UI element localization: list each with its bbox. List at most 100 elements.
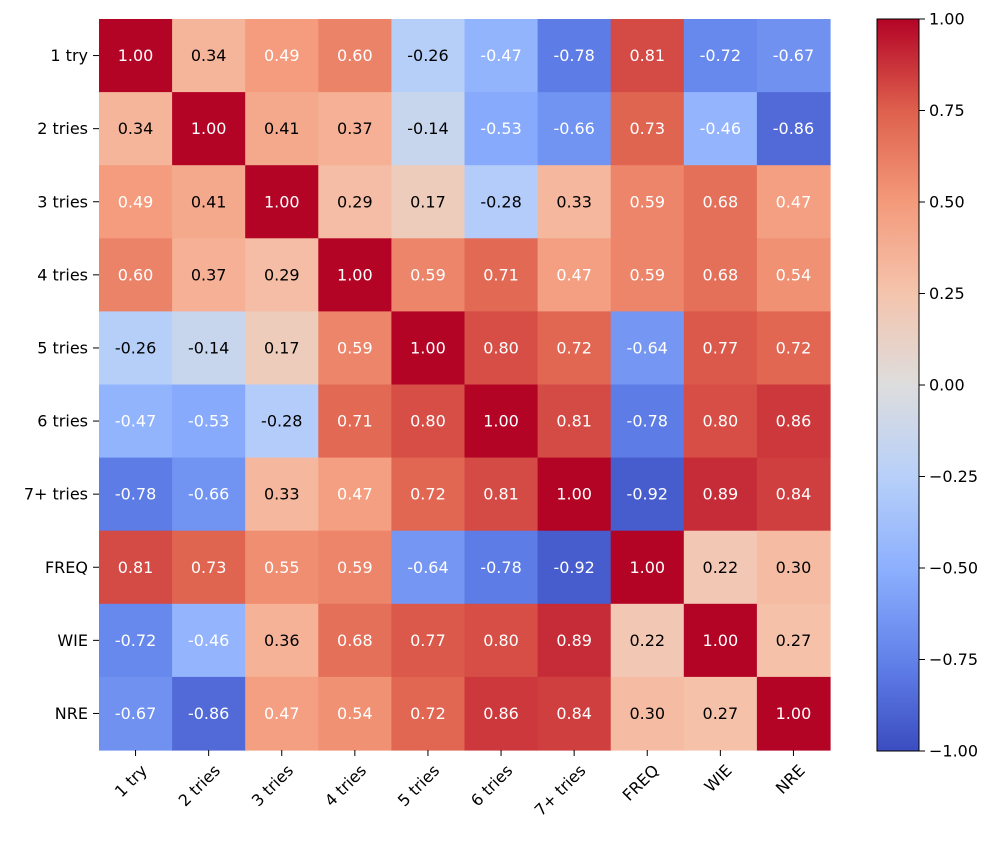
heatmap-cell (318, 457, 392, 532)
cell-value-label: 0.73 (191, 558, 227, 577)
heatmap-cell (318, 165, 392, 239)
heatmap-cell (683, 384, 758, 459)
heatmap-cell (464, 457, 539, 532)
y-tick-label: 5 tries (37, 338, 88, 357)
heatmap-cell (391, 92, 466, 166)
heatmap-cell (537, 603, 612, 678)
cell-value-label: 0.68 (703, 265, 739, 284)
heatmap-cell (610, 457, 685, 532)
heatmap-cell (245, 384, 319, 459)
heatmap-cell (245, 165, 319, 239)
cell-value-label: 1.00 (410, 338, 446, 357)
heatmap-cell (610, 603, 685, 678)
cell-value-label: 1.00 (556, 485, 592, 504)
cell-value-label: 0.72 (776, 338, 812, 357)
y-tick-label: 3 tries (37, 192, 88, 211)
cell-value-label: -0.72 (115, 631, 156, 650)
colorbar: 1.00 0.75 0.50 0.25 0.00 −0.25 −0.50 −0.75 −1.00 (876, 10, 978, 761)
heatmap-cell (683, 603, 758, 678)
cell-value-label: 0.47 (776, 192, 812, 211)
cell-value-label: 0.72 (410, 704, 446, 723)
heatmap-cell (99, 457, 173, 532)
heatmap-cell (464, 92, 539, 166)
cell-value-label: 0.29 (337, 192, 373, 211)
cell-value-label: -0.64 (407, 558, 448, 577)
y-tick-label: 2 tries (37, 119, 88, 138)
colorbar-tick-label: 0.75 (929, 101, 965, 120)
cell-value-label: 0.37 (337, 119, 373, 138)
cell-value-label: 0.59 (410, 265, 446, 284)
cell-value-label: -0.78 (115, 485, 156, 504)
heatmap-cell (756, 19, 831, 93)
cell-value-label: 0.47 (556, 265, 592, 284)
heatmap-cell (464, 238, 539, 312)
cell-value-label: 0.41 (191, 192, 227, 211)
x-tick-label: 5 tries (394, 761, 443, 810)
cell-value-label: 1.00 (776, 704, 812, 723)
cell-value-label: 0.80 (410, 412, 446, 431)
cell-value-label: -0.28 (480, 192, 521, 211)
cell-value-label: 0.77 (410, 631, 446, 650)
cell-value-label: 0.81 (556, 412, 592, 431)
heatmap-cell (391, 165, 466, 239)
heatmap-cells (99, 19, 831, 751)
y-tick-label: NRE (55, 704, 88, 723)
x-tick-label: 7+ tries (531, 761, 590, 820)
cell-value-label: 0.37 (191, 265, 227, 284)
cell-value-label: -0.28 (261, 412, 302, 431)
cell-value-label: 0.86 (483, 704, 519, 723)
heatmap-cell (245, 457, 319, 532)
heatmap-cell (318, 238, 392, 312)
heatmap-cell (172, 603, 246, 678)
heatmap-cell (391, 384, 466, 459)
heatmap-cell (245, 603, 319, 678)
heatmap-cell (391, 311, 466, 386)
heatmap-cell (245, 311, 319, 386)
colorbar-tick-label: −0.25 (929, 467, 978, 486)
cell-value-label: 0.80 (483, 338, 519, 357)
colorbar-tick-label: 1.00 (929, 10, 965, 29)
cell-value-label: 0.17 (410, 192, 446, 211)
cell-value-label: 0.84 (776, 485, 812, 504)
x-axis: 1 try 2 tries 3 tries 4 tries 5 tries 6 tries… (111, 750, 809, 820)
cell-value-label: 0.34 (191, 46, 227, 65)
heatmap-cell (318, 92, 392, 166)
heatmap-cell (464, 384, 539, 459)
cell-value-label: 0.33 (264, 485, 300, 504)
cell-value-label: 0.60 (118, 265, 154, 284)
heatmap-cell (391, 238, 466, 312)
heatmap-cell (683, 92, 758, 166)
colorbar-tick-label: 0.50 (929, 193, 965, 212)
y-tick-label: 7+ tries (24, 485, 88, 504)
y-tick-label: FREQ (45, 558, 88, 577)
cell-value-label: -0.92 (627, 485, 668, 504)
cell-value-label: 0.49 (118, 192, 154, 211)
colorbar-tick-label: 0.00 (929, 376, 965, 395)
cell-value-label: 0.30 (629, 704, 665, 723)
cell-value-label: 0.68 (703, 192, 739, 211)
cell-value-label: 0.59 (629, 265, 665, 284)
cell-value-label: 0.72 (556, 338, 592, 357)
heatmap-cell (99, 384, 173, 459)
cell-value-label: -0.47 (115, 412, 156, 431)
heatmap-cell (756, 238, 831, 312)
y-axis: 1 try 2 tries 3 tries 4 tries 5 tries 6 tries… (24, 46, 99, 723)
cell-value-label: 0.71 (337, 412, 373, 431)
cell-value-label: 0.80 (483, 631, 519, 650)
y-tick-label: WIE (57, 631, 88, 650)
heatmap-cell (756, 676, 831, 751)
colorbar-tick-label: −0.75 (929, 650, 978, 669)
cell-value-label: 0.81 (629, 46, 665, 65)
cell-value-label: -0.14 (407, 119, 448, 138)
cell-value-label: -0.67 (115, 704, 156, 723)
cell-value-label: -0.66 (553, 119, 594, 138)
heatmap-cell (99, 238, 173, 312)
cell-value-label: 0.59 (337, 558, 373, 577)
cell-value-label: 0.71 (483, 265, 519, 284)
heatmap-cell (99, 676, 173, 751)
colorbar-tick-label: −0.50 (929, 559, 978, 578)
cell-value-label: -0.86 (773, 119, 814, 138)
heatmap-cell (172, 311, 246, 386)
heatmap-cell (537, 457, 612, 532)
cell-value-label: 0.49 (264, 46, 300, 65)
